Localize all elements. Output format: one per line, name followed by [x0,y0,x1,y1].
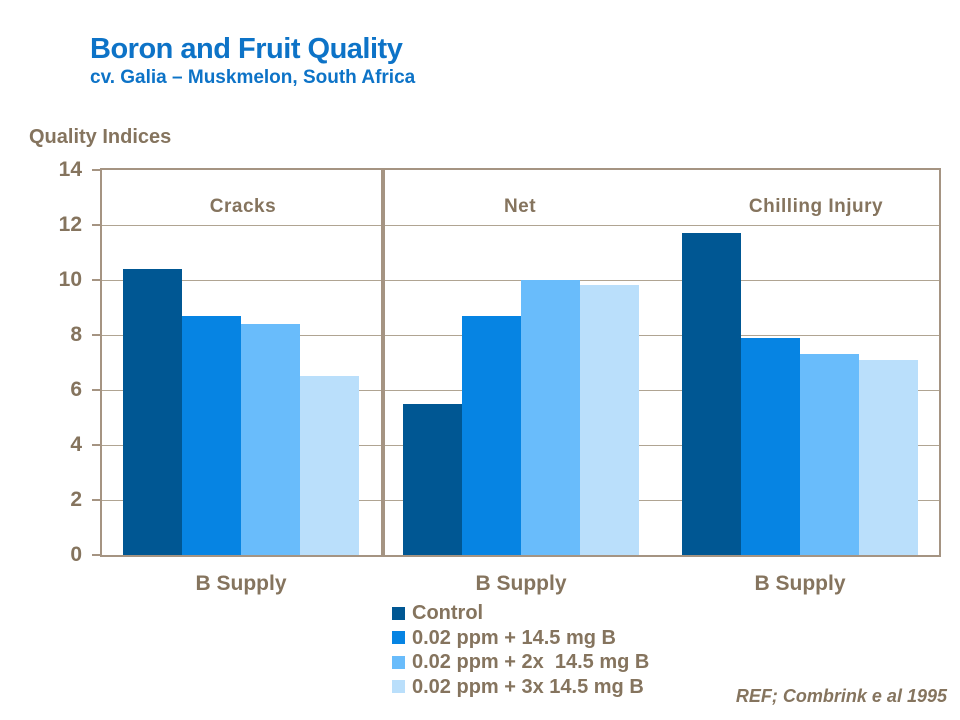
slide-subtitle: cv. Galia – Muskmelon, South Africa [90,67,416,88]
y-tick-label-10: 10 [58,268,82,291]
legend-swatch-icon [392,655,405,669]
bar-chart-plot-area: Cracks Net Chilling Injury [100,168,941,557]
bar-chilling-injury-series-3 [800,354,859,555]
bar-cracks-series-4 [300,376,359,555]
legend-row-4: 0.02 ppm + 3x 14.5 mg B [392,675,649,700]
legend-swatch-icon [392,631,405,645]
y-tick-mark-14 [92,169,100,171]
gridline-y-12 [102,225,939,226]
y-tick-label-6: 6 [70,378,82,401]
bar-net-series-2 [462,316,521,555]
y-tick-mark-4 [92,444,100,446]
bar-cracks-series-2 [182,316,241,555]
legend-row-3: 0.02 ppm + 2x 14.5 mg B [392,650,649,675]
y-tick-mark-0 [92,554,100,556]
legend-label: 0.02 ppm + 14.5 mg B [412,626,616,649]
x-axis-label-group-2: B Supply [475,572,567,595]
legend-label: 0.02 ppm + 2x 14.5 mg B [412,651,650,674]
y-tick-mark-10 [92,279,100,281]
bar-chilling-injury-series-1 [682,233,741,555]
y-tick-mark-12 [92,224,100,226]
y-tick-mark-8 [92,334,100,336]
legend-label: 0.02 ppm + 3x 14.5 mg B [412,675,644,698]
legend-row-2: 0.02 ppm + 14.5 mg B [392,626,649,651]
chart-legend: Control 0.02 ppm + 14.5 mg B 0.02 ppm + 2x… [392,601,649,699]
bar-net-series-4 [580,285,639,555]
y-axis-title: Quality Indices [29,126,172,148]
legend-label: Control [412,602,484,625]
y-axis: 0 2 4 6 8 10 12 14 [0,158,100,566]
reference-note: REF; Combrink e al 1995 [735,686,947,706]
slide-title: Boron and Fruit Quality [90,33,403,65]
x-axis-label-group-3: B Supply [754,572,846,595]
bar-net-series-1 [403,404,462,555]
y-tick-mark-6 [92,389,100,391]
y-tick-label-4: 4 [70,433,82,456]
panel-label-net: Net [503,196,537,217]
y-tick-label-8: 8 [70,323,82,346]
y-tick-label-12: 12 [58,213,82,236]
bar-chilling-injury-series-4 [859,360,918,555]
legend-row-1: Control [392,601,649,626]
panel-label-cracks: Cracks [209,196,277,217]
y-tick-label-14: 14 [58,158,82,181]
panel-divider-line [381,170,385,555]
y-tick-label-0: 0 [70,543,82,566]
y-tick-mark-2 [92,499,100,501]
bar-cracks-series-1 [123,269,182,555]
legend-swatch-icon [392,606,405,620]
x-axis-label-group-1: B Supply [195,572,287,595]
bar-cracks-series-3 [241,324,300,555]
legend-swatch-icon [392,680,405,694]
y-tick-label-2: 2 [70,488,82,511]
gridline-y-10 [102,280,939,281]
panel-label-chilling-injury: Chilling Injury [748,196,884,217]
bar-net-series-3 [521,280,580,555]
bar-chilling-injury-series-2 [741,338,800,555]
